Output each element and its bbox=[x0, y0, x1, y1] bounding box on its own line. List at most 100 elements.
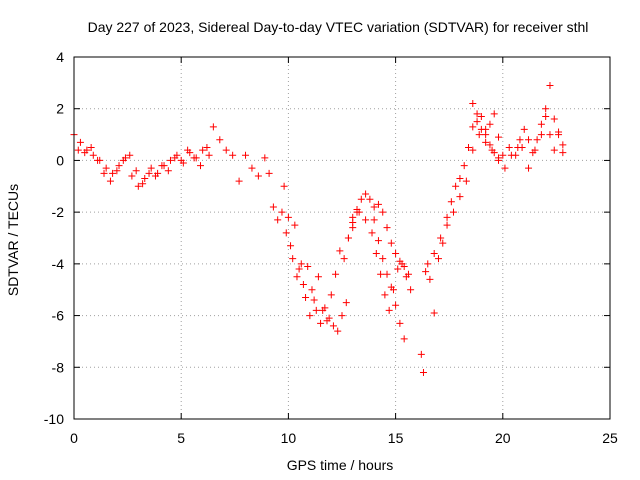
x-tick-label: 0 bbox=[70, 430, 78, 446]
data-point bbox=[396, 319, 404, 327]
data-point bbox=[199, 146, 207, 154]
data-point bbox=[312, 306, 320, 314]
data-point bbox=[100, 169, 108, 177]
x-tick-label: 10 bbox=[281, 430, 297, 446]
data-point bbox=[190, 154, 198, 162]
data-point bbox=[254, 172, 262, 180]
data-point bbox=[456, 175, 464, 183]
data-point bbox=[559, 141, 567, 149]
data-point bbox=[374, 237, 382, 245]
data-point bbox=[242, 151, 250, 159]
data-point bbox=[295, 265, 303, 273]
data-point bbox=[145, 169, 153, 177]
data-point bbox=[308, 286, 316, 294]
data-point bbox=[196, 162, 204, 170]
data-point bbox=[430, 250, 438, 258]
data-point bbox=[533, 136, 541, 144]
data-point bbox=[265, 169, 273, 177]
data-point bbox=[381, 291, 389, 299]
y-tick-labels: -10 -8 -6 -4 -2 0 2 4 bbox=[44, 49, 64, 427]
data-point bbox=[374, 200, 382, 208]
data-point bbox=[430, 309, 438, 317]
x-tick-labels: 0 5 10 15 20 25 bbox=[70, 430, 618, 446]
data-point bbox=[505, 144, 513, 151]
data-point bbox=[209, 123, 217, 131]
data-point bbox=[302, 293, 310, 301]
data-point bbox=[141, 175, 149, 183]
data-point bbox=[394, 265, 402, 273]
data-point bbox=[366, 195, 374, 203]
y-tick-label: -6 bbox=[52, 308, 65, 324]
data-point bbox=[486, 141, 494, 149]
data-point bbox=[222, 146, 230, 154]
data-point bbox=[293, 273, 301, 281]
data-point bbox=[490, 110, 498, 118]
data-point bbox=[407, 286, 415, 294]
data-point bbox=[377, 270, 385, 278]
data-point bbox=[94, 156, 102, 164]
data-point bbox=[387, 239, 395, 247]
data-point bbox=[512, 151, 520, 159]
data-point bbox=[289, 255, 297, 263]
data-point bbox=[477, 112, 485, 120]
data-point bbox=[134, 182, 142, 190]
data-point bbox=[546, 131, 554, 139]
data-point bbox=[389, 286, 397, 294]
y-tick-label: 0 bbox=[56, 152, 64, 168]
data-point bbox=[274, 216, 282, 224]
data-point bbox=[447, 198, 455, 206]
data-point bbox=[280, 182, 288, 190]
series-sat-track-8 bbox=[417, 110, 503, 376]
data-point bbox=[164, 167, 172, 175]
data-point bbox=[370, 203, 378, 211]
data-point bbox=[106, 177, 114, 185]
data-point bbox=[332, 270, 340, 278]
data-point bbox=[473, 118, 481, 126]
data-point bbox=[109, 169, 117, 177]
data-point bbox=[269, 203, 277, 211]
data-point bbox=[501, 164, 509, 172]
data-point bbox=[278, 208, 286, 216]
data-point bbox=[177, 156, 185, 164]
data-point bbox=[357, 195, 365, 203]
series-sat-track-11 bbox=[516, 112, 567, 157]
data-point bbox=[287, 242, 295, 250]
data-point bbox=[76, 138, 84, 146]
data-point bbox=[424, 260, 432, 268]
y-tick-label: -10 bbox=[44, 411, 64, 427]
data-point bbox=[396, 257, 404, 265]
y-tick-label: 4 bbox=[56, 49, 64, 65]
data-point bbox=[452, 182, 460, 190]
data-point bbox=[525, 136, 533, 144]
data-point bbox=[306, 312, 314, 320]
series-sat-track-1 bbox=[70, 131, 213, 190]
data-point bbox=[495, 133, 503, 141]
data-point bbox=[119, 156, 127, 164]
data-point bbox=[126, 151, 134, 159]
data-point bbox=[291, 221, 299, 229]
data-point bbox=[372, 250, 380, 258]
y-tick-label: -4 bbox=[52, 256, 65, 272]
data-point bbox=[139, 180, 147, 188]
data-point bbox=[379, 255, 387, 263]
data-point bbox=[559, 149, 567, 157]
data-point bbox=[469, 123, 477, 131]
data-point bbox=[555, 128, 563, 136]
data-point bbox=[469, 100, 477, 108]
data-point bbox=[216, 136, 224, 144]
data-point bbox=[297, 260, 305, 268]
data-point bbox=[477, 125, 485, 133]
data-point bbox=[495, 156, 503, 164]
data-point bbox=[304, 262, 312, 270]
data-point bbox=[284, 213, 292, 221]
axis-ticks bbox=[73, 56, 611, 420]
data-point bbox=[282, 229, 290, 237]
series-sat-track-5 bbox=[344, 190, 408, 343]
data-point bbox=[400, 262, 408, 270]
series-sat-track-2 bbox=[74, 123, 243, 188]
y-tick-label: 2 bbox=[56, 101, 64, 117]
data-point bbox=[499, 151, 507, 159]
series-sat-track-4 bbox=[280, 182, 361, 325]
data-point bbox=[340, 255, 348, 263]
